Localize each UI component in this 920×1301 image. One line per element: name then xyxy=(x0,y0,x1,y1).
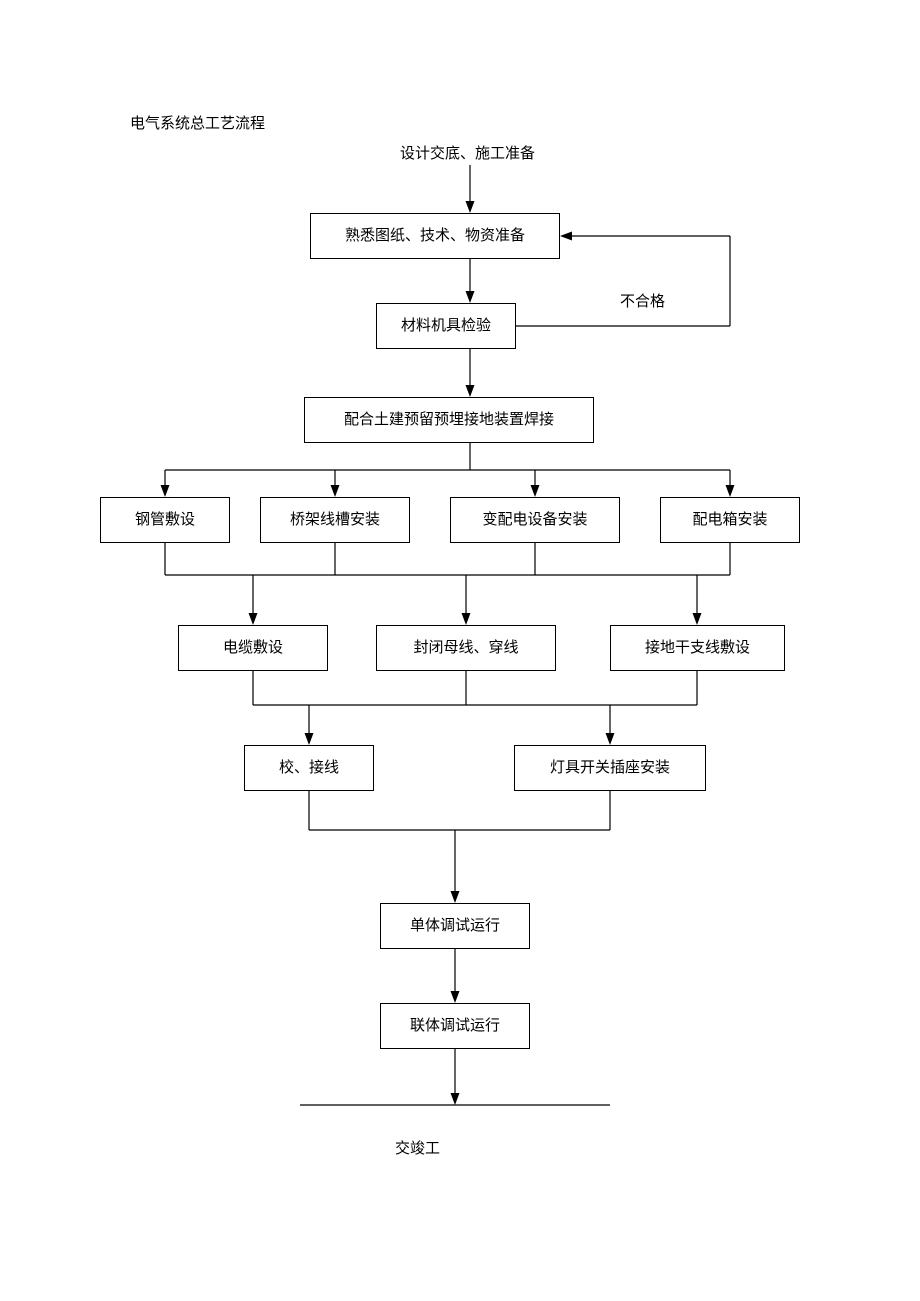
node-b1: 钢管敷设 xyxy=(100,497,230,543)
node-n3: 配合土建预留预埋接地装置焊接 xyxy=(304,397,594,443)
node-d1: 校、接线 xyxy=(244,745,374,791)
node-b3: 变配电设备安装 xyxy=(450,497,620,543)
node-n1: 熟悉图纸、技术、物资准备 xyxy=(310,213,560,259)
node-e2: 联体调试运行 xyxy=(380,1003,530,1049)
flowchart-canvas: 电气系统总工艺流程 设计交底、施工准备 不合格 交竣工 熟悉图纸、技术、物资准备… xyxy=(0,0,920,1301)
node-c3: 接地干支线敷设 xyxy=(610,625,785,671)
start-label: 设计交底、施工准备 xyxy=(400,145,535,163)
node-n2: 材料机具检验 xyxy=(376,303,516,349)
node-c1: 电缆敷设 xyxy=(178,625,328,671)
node-b2: 桥架线槽安装 xyxy=(260,497,410,543)
fail-label: 不合格 xyxy=(620,293,665,311)
page-title: 电气系统总工艺流程 xyxy=(130,115,265,133)
node-d2: 灯具开关插座安装 xyxy=(514,745,706,791)
node-b4: 配电箱安装 xyxy=(660,497,800,543)
node-e1: 单体调试运行 xyxy=(380,903,530,949)
node-c2: 封闭母线、穿线 xyxy=(376,625,556,671)
end-label: 交竣工 xyxy=(395,1140,440,1158)
